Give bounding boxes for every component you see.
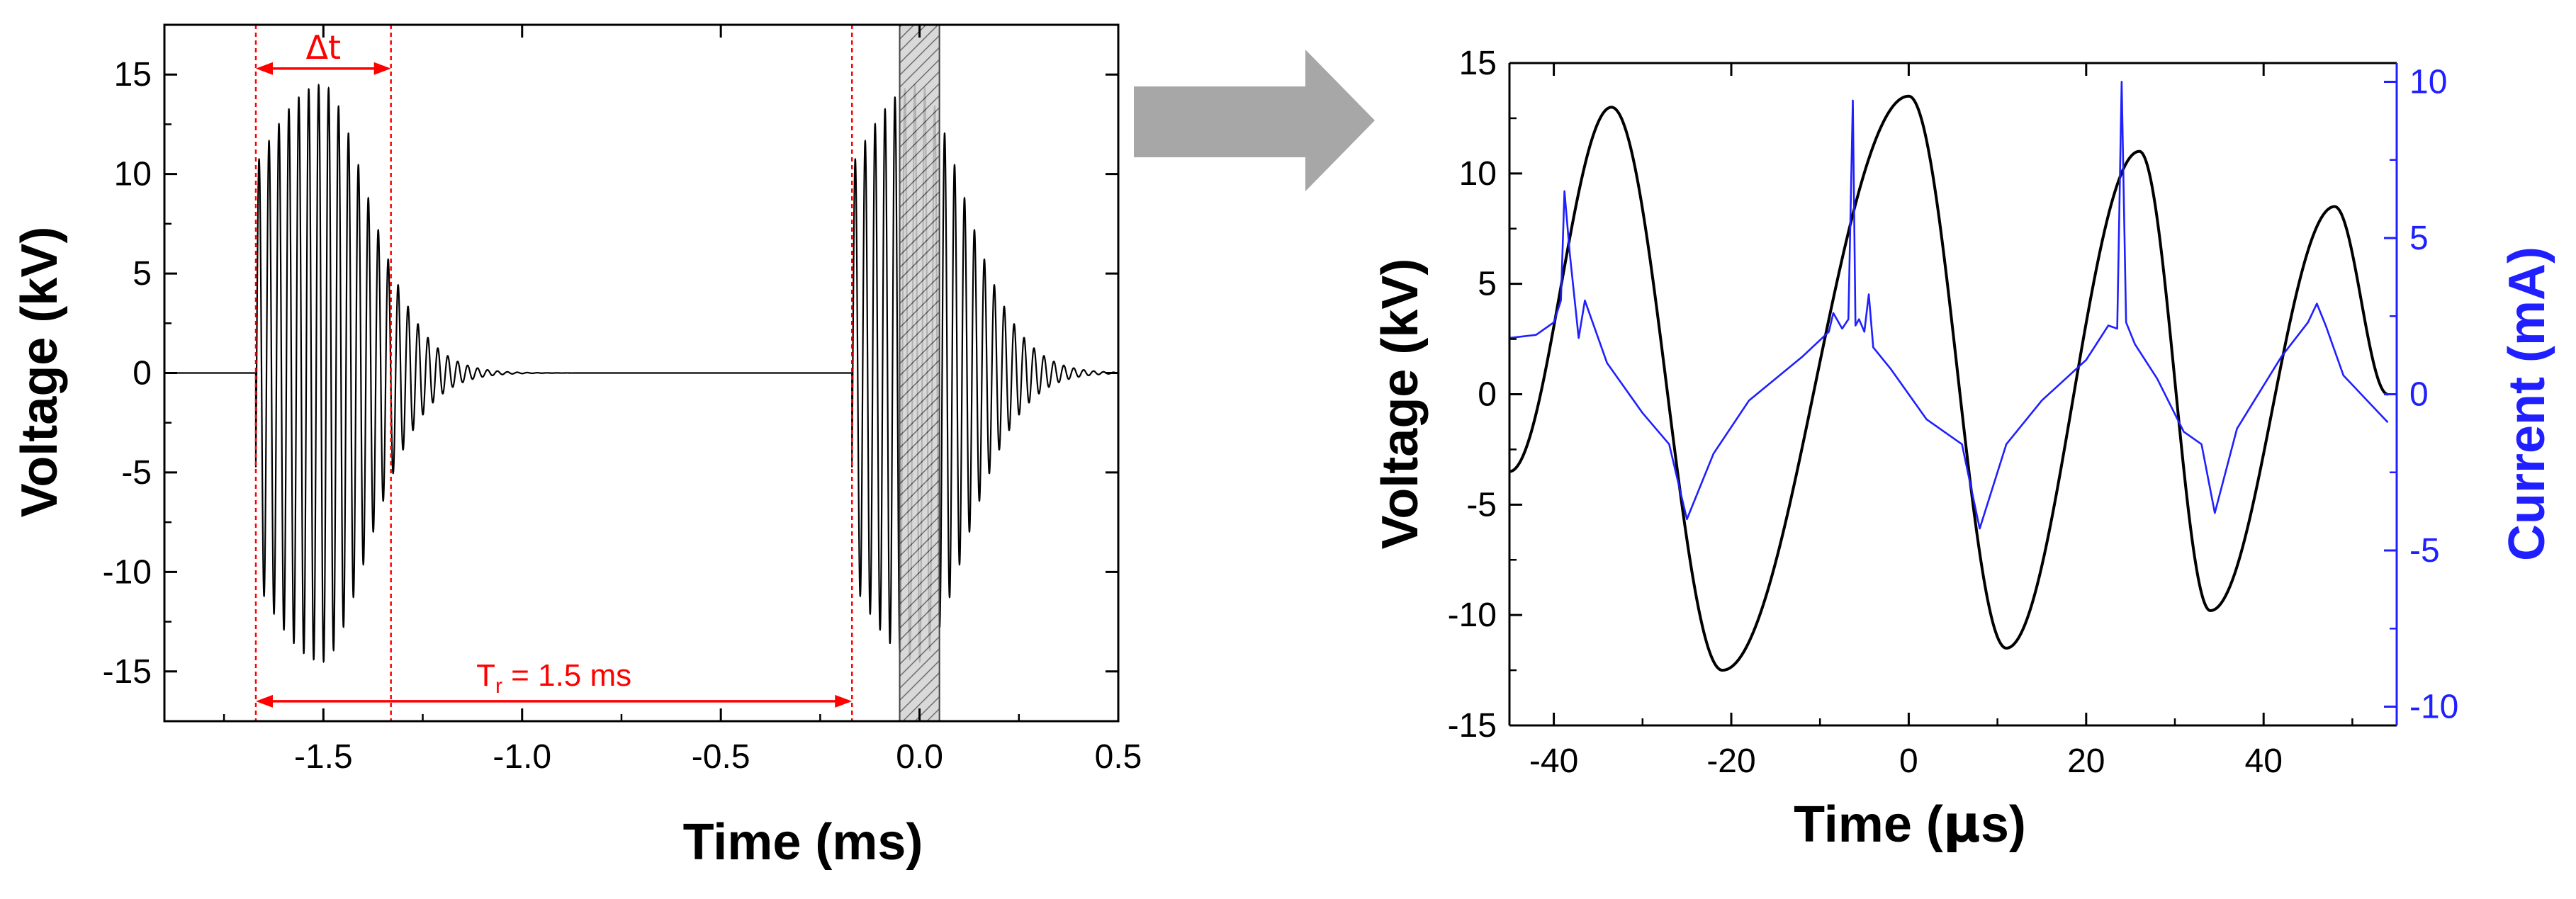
chart-right: -40 -20 0 20 40 -15 -10 -5 0 5 10 15 -10 -5 0 5 10 Time … <box>1372 45 2555 854</box>
right-series <box>1509 81 2389 672</box>
left-y-tick-label: 10 <box>114 156 152 193</box>
hatched-window <box>899 24 940 722</box>
right-y2-tick-label: 10 <box>2409 63 2447 101</box>
left-axes: -1.5 -1.0 -0.5 0.0 0.5 -15 -10 -5 0 5 10 15 <box>103 23 1142 776</box>
left-y-tick-label: 15 <box>114 56 152 94</box>
left-x-axis-label: Time (ms) <box>683 814 923 871</box>
left-x-tick-label: -1.5 <box>294 738 353 776</box>
right-voltage-line <box>1509 94 2388 672</box>
period-label-sub: r <box>495 674 502 698</box>
right-y-tick-label: 0 <box>1478 376 1497 414</box>
right-y2-axis-label: Current (mA) <box>2499 247 2555 561</box>
left-y-tick-label: 5 <box>133 255 152 293</box>
right-y2-tick-label: 0 <box>2409 376 2429 414</box>
right-x-tick-label: 40 <box>2245 742 2283 780</box>
left-y-tick-label: -5 <box>121 454 152 492</box>
right-y-axis-label: Voltage (kV) <box>1372 259 1429 550</box>
left-y-tick-label: -10 <box>103 553 152 591</box>
right-y2-tick-label: -10 <box>2409 689 2458 726</box>
right-y2-tick-label: 5 <box>2409 220 2429 257</box>
right-y-tick-label: -10 <box>1448 596 1497 634</box>
left-x-tick-label: -1.0 <box>493 738 551 776</box>
period-label-main: T <box>476 658 495 693</box>
left-y-tick-label: 0 <box>133 355 152 392</box>
right-x-tick-label: -40 <box>1529 742 1578 780</box>
right-y-tick-label: 10 <box>1459 155 1497 193</box>
period-arrow-head-left <box>255 694 273 708</box>
right-x-tick-label: 0 <box>1899 742 1918 780</box>
right-axes: -40 -20 0 20 40 -15 -10 -5 0 5 10 15 -10 -5 0 5 10 <box>1448 45 2459 780</box>
right-x-tick-label: -20 <box>1706 742 1755 780</box>
delta-t-arrow-head-right <box>373 62 391 75</box>
period-label: Tr = 1.5 ms <box>476 658 631 698</box>
left-voltage-line <box>164 83 1119 664</box>
left-voltage-series <box>164 83 1119 664</box>
right-x-tick-label: 20 <box>2067 742 2105 780</box>
right-y-tick-label: -15 <box>1448 707 1497 745</box>
period-arrow-head-right <box>835 694 853 708</box>
right-y-tick-label: 5 <box>1478 266 1497 303</box>
right-y2-tick-label: -5 <box>2409 532 2440 570</box>
left-y-tick-label: -15 <box>103 653 152 691</box>
delta-t-arrow-head-left <box>255 62 273 75</box>
right-y-tick-label: 15 <box>1459 45 1497 82</box>
right-current-line <box>1509 81 2389 530</box>
left-x-tick-label: 0.5 <box>1095 738 1142 776</box>
left-x-tick-label: 0.0 <box>896 738 943 776</box>
transition-arrow <box>1134 50 1375 191</box>
right-y-tick-label: -5 <box>1466 486 1497 524</box>
period-label-rest: = 1.5 ms <box>502 658 631 693</box>
right-x-axis-label: Time (μs) <box>1794 794 2026 854</box>
left-x-tick-label: -0.5 <box>692 738 750 776</box>
left-y-axis-label: Voltage (kV) <box>11 227 68 518</box>
